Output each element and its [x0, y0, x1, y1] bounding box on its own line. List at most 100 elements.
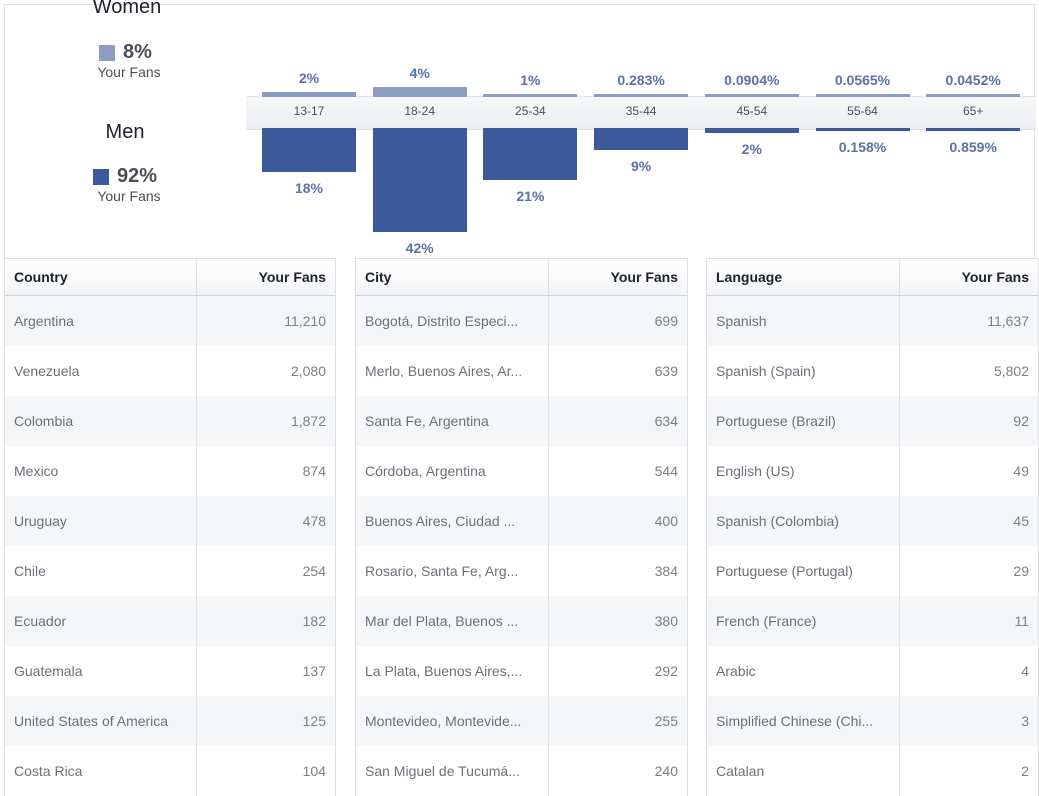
women-bar — [262, 91, 356, 97]
country-fans-count: 478 — [302, 513, 326, 529]
country-fans-count: 2,080 — [290, 363, 326, 379]
language-column-header[interactable]: Language — [707, 259, 900, 295]
women-bar — [815, 94, 910, 97]
men-legend-title: Men — [105, 121, 145, 143]
city-fans-column-header[interactable]: Your Fans — [610, 269, 678, 285]
men-legend-subtitle: Your Fans — [97, 188, 161, 204]
country-fans-count: 874 — [302, 463, 326, 479]
city-name: Montevideo, Montevide... — [356, 696, 549, 746]
age-tick-label: 65+ — [963, 104, 984, 118]
country-column-header[interactable]: Country — [5, 259, 197, 295]
language-name: English (US) — [707, 446, 900, 496]
table-row: English (US) 49 — [707, 446, 1038, 496]
table-row: Catalan 2 — [707, 746, 1038, 796]
language-table: Language Your Fans Spanish 11,637 Spanish … — [706, 258, 1039, 796]
men-bar-label: 0.859% — [949, 139, 997, 155]
age-tick-label: 55-64 — [847, 104, 878, 118]
table-row: Guatemala 137 — [5, 646, 335, 696]
country-name: Colombia — [5, 396, 197, 446]
country-name: Ecuador — [5, 596, 197, 646]
city-fans-count: 699 — [654, 313, 678, 329]
table-row: Mexico 874 — [5, 446, 335, 496]
country-fans-count: 11,210 — [284, 313, 326, 329]
age-tick-label: 45-54 — [736, 104, 768, 118]
language-table-header: Language Your Fans — [707, 258, 1038, 296]
city-name: Buenos Aires, Ciudad ... — [356, 496, 549, 546]
language-name: Arabic — [707, 646, 900, 696]
city-fans-count: 639 — [654, 363, 678, 379]
women-bar — [483, 94, 578, 97]
language-name: Spanish (Spain) — [707, 346, 900, 396]
table-row: Merlo, Buenos Aires, Ar... 639 — [356, 346, 687, 396]
language-fans-count: 3 — [1021, 713, 1029, 729]
men-bar-label: 21% — [516, 187, 545, 204]
city-name: Mar del Plata, Buenos ... — [356, 596, 549, 646]
table-row: Arabic 4 — [707, 646, 1038, 696]
table-row: Córdoba, Argentina 544 — [356, 446, 687, 496]
city-name: Merlo, Buenos Aires, Ar... — [356, 346, 549, 396]
men-bar — [483, 128, 578, 180]
country-name: Uruguay — [5, 496, 197, 546]
country-fans-count: 125 — [302, 713, 326, 729]
women-bar-label: 0.0452% — [945, 72, 1001, 88]
language-fans-count: 11 — [1014, 613, 1029, 629]
age-tick-label: 35-44 — [625, 104, 657, 118]
table-row: Uruguay 478 — [5, 496, 335, 546]
country-name: Chile — [5, 546, 197, 596]
men-bar-label: 9% — [630, 158, 652, 175]
city-column-header[interactable]: City — [356, 259, 549, 295]
table-row: Chile 254 — [5, 546, 335, 596]
men-bar-label: 2% — [741, 140, 762, 157]
city-rows: Bogotá, Distrito Especi... 699 Merlo, Buen… — [356, 296, 687, 796]
table-row: Montevideo, Montevide... 255 — [356, 696, 687, 746]
language-name: French (France) — [707, 596, 900, 646]
language-name: Spanish — [707, 296, 900, 346]
country-fans-count: 104 — [302, 763, 326, 779]
country-fans-count: 182 — [302, 613, 326, 629]
city-name: San Miguel de Tucumá... — [356, 746, 549, 796]
language-name: Spanish (Colombia) — [707, 496, 900, 546]
women-bar-label: 1% — [520, 72, 541, 88]
language-fans-column-header[interactable]: Your Fans — [961, 269, 1029, 285]
country-fans-count: 254 — [302, 563, 326, 579]
country-table: Country Your Fans Argentina 11,210 Venezue… — [4, 258, 336, 796]
city-fans-count: 384 — [654, 563, 678, 579]
country-name: Venezuela — [5, 346, 197, 396]
women-percent-value: 8% — [123, 41, 152, 63]
country-name: Guatemala — [5, 646, 197, 696]
language-fans-count: 11,637 — [987, 313, 1029, 329]
women-legend-subtitle: Your Fans — [97, 64, 161, 80]
city-table: City Your Fans Bogotá, Distrito Especi..… — [355, 258, 688, 796]
table-row: United States of America 125 — [5, 696, 335, 746]
language-fans-count: 5,802 — [993, 363, 1029, 379]
city-fans-count: 400 — [654, 513, 678, 529]
language-fans-count: 4 — [1021, 663, 1029, 679]
table-row: Buenos Aires, Ciudad ... 400 — [356, 496, 687, 546]
women-bar-label: 4% — [409, 64, 430, 81]
table-row: Venezuela 2,080 — [5, 346, 335, 396]
men-bar — [594, 128, 689, 151]
women-bar-label: 0.0565% — [834, 72, 891, 88]
men-bar — [704, 128, 799, 133]
men-legend-percent: 92% — [93, 165, 157, 188]
men-bar-label: 18% — [294, 180, 324, 197]
language-name: Portuguese (Portugal) — [707, 546, 900, 596]
language-name: Portuguese (Brazil) — [707, 396, 900, 446]
language-name: Catalan — [707, 746, 900, 796]
table-row: Spanish 11,637 — [707, 296, 1038, 346]
table-row: Portuguese (Brazil) 92 — [707, 396, 1038, 446]
table-row: Spanish (Colombia) 45 — [707, 496, 1038, 546]
city-table-header: City Your Fans — [356, 258, 687, 296]
country-name: Costa Rica — [5, 746, 197, 796]
language-fans-count: 29 — [1013, 563, 1029, 579]
men-bar — [926, 128, 1021, 131]
language-fans-count: 92 — [1013, 413, 1029, 429]
country-fans-count: 1,872 — [290, 413, 326, 429]
language-fans-count: 2 — [1021, 763, 1029, 779]
men-bar — [372, 128, 467, 232]
city-name: La Plata, Buenos Aires,... — [356, 646, 549, 696]
country-rows: Argentina 11,210 Venezuela 2,080 Colombia 1,8… — [5, 296, 335, 796]
table-row: San Miguel de Tucumá... 240 — [356, 746, 687, 796]
age-tick-label: 25-34 — [515, 104, 546, 118]
country-fans-column-header[interactable]: Your Fans — [258, 269, 326, 285]
